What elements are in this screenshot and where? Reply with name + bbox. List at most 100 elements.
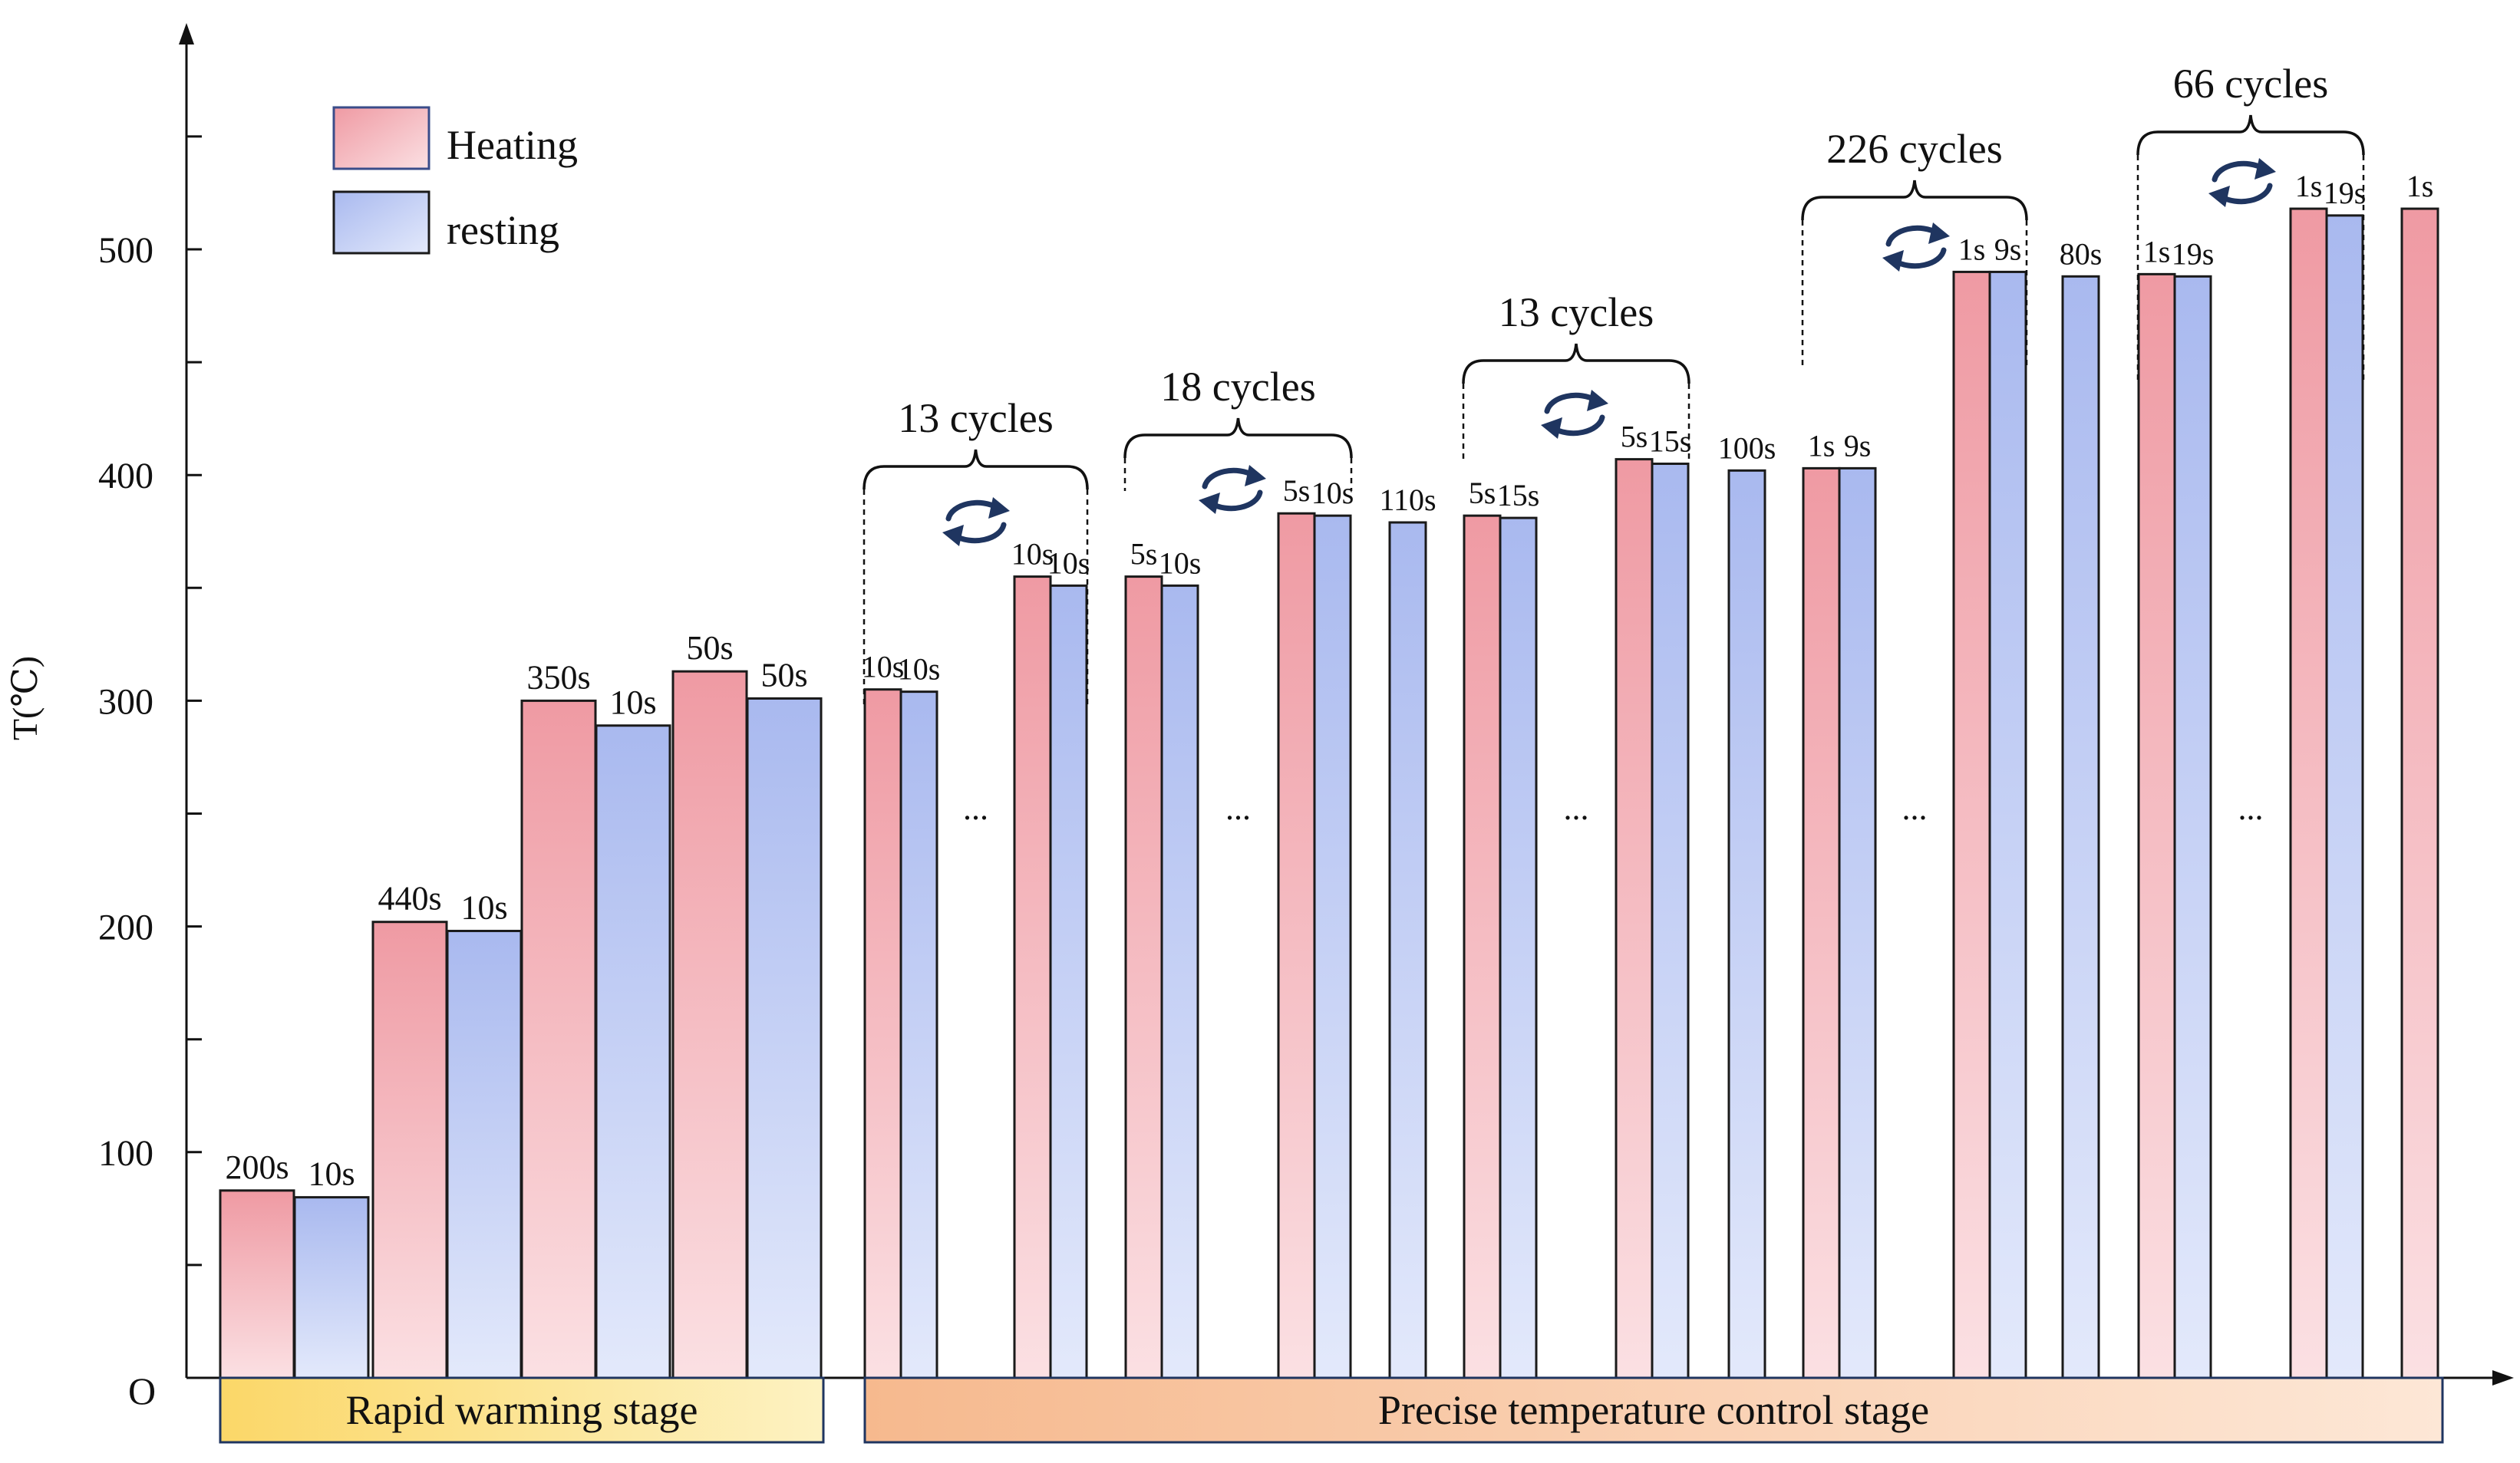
bar-duration-label: 110s [1379, 483, 1436, 517]
cycle-bracket [1462, 343, 1690, 384]
bar-duration-label: 5s [1283, 473, 1311, 508]
ellipsis-marker: ... [1564, 789, 1589, 827]
legend: Heating resting [332, 106, 578, 255]
bar-group: 19s [2324, 176, 2366, 1379]
bar-resting [595, 724, 671, 1379]
bar-group: 15s [1649, 423, 1692, 1379]
bar-duration-label: 10s [1159, 545, 1202, 580]
stage-band: Rapid warming stage [219, 1376, 825, 1444]
bar-duration-label: 50s [760, 656, 807, 694]
bar-group: 1s [1802, 428, 1841, 1379]
cycle-loop-icon-lower-arc [1208, 489, 1263, 512]
bar-group: 10s [1159, 545, 1202, 1379]
legend-label-resting: resting [447, 207, 559, 253]
stages-layer: Rapid warming stage Precise temperature c… [219, 1376, 2444, 1444]
cycle-loop-icon-lower-arc [1550, 414, 1605, 437]
bar-heating [2400, 207, 2439, 1379]
bar-duration-label: 80s [2060, 236, 2103, 271]
ellipsis-marker: ... [1225, 789, 1251, 827]
bar-heating [1277, 512, 1316, 1379]
cycle-loop-icon [1882, 222, 1950, 272]
cycle-loop-icon-lower-arc [2218, 183, 2273, 205]
cycle-loop-icon-upper-arc [1544, 392, 1599, 414]
y-tick-label: 300 [98, 681, 153, 722]
bar-group: 1s [2400, 169, 2439, 1379]
bar-heating [2137, 272, 2176, 1379]
bar-heating [520, 699, 597, 1379]
cycle-loop-icon [1541, 390, 1608, 439]
stage-rapid-warming [219, 1376, 825, 1444]
bar-group: 80s [2060, 236, 2103, 1379]
cycle-bracket [1801, 180, 2028, 221]
cycle-group: 66 cycles [2136, 61, 2365, 382]
cycle-loop-icon-lower-head [1882, 250, 1904, 272]
cycle-count-label: 66 cycles [2173, 61, 2328, 107]
stage-precise-control [863, 1376, 2444, 1444]
bar-duration-label: 10s [862, 650, 905, 684]
cycle-loop-icon-upper-head [1245, 465, 1266, 486]
stage-label: Precise temperature control stage [1378, 1387, 1929, 1433]
bar-duration-label: 1s [1958, 232, 1986, 266]
bar-duration-label: 15s [1649, 423, 1692, 458]
bar-group: 110s [1379, 483, 1436, 1379]
y-ticks-layer: 100 200 300 400 500 [98, 135, 202, 1267]
x-axis-arrow [2492, 1370, 2514, 1386]
cycle-count-label: 18 cycles [1160, 364, 1315, 410]
ellipsis-marker: ... [963, 789, 988, 827]
bar-group: 10s [1011, 537, 1054, 1379]
bar-duration-label: 10s [1047, 545, 1090, 580]
bar-heating [1463, 514, 1502, 1379]
bar-duration-label: 10s [609, 684, 656, 721]
cycle-loop-icon [2208, 158, 2276, 207]
bar-group: 5s [1124, 537, 1163, 1379]
cycle-count-label: 13 cycles [898, 395, 1053, 441]
bar-resting [293, 1196, 370, 1379]
legend-swatch-resting [332, 190, 430, 255]
bar-group: 50s [671, 629, 748, 1379]
origin-label: O [128, 1369, 156, 1412]
bar-group: 100s [1718, 430, 1776, 1379]
bar-duration-label: 1s [2406, 169, 2434, 203]
bar-duration-label: 1s [2295, 169, 2323, 203]
bar-duration-label: 19s [2172, 236, 2215, 271]
bar-duration-label: 10s [460, 888, 507, 926]
bar-group: 9s [1988, 232, 2027, 1379]
bar-resting [2173, 275, 2212, 1379]
y-axis-label: T(℃) [5, 656, 45, 740]
bar-heating [1615, 458, 1654, 1379]
cycle-group: 226 cycles [1801, 126, 2028, 367]
cycle-loop-icon-upper-arc [1202, 467, 1257, 489]
bar-duration-label: 5s [1469, 476, 1496, 510]
bar-group: 15s [1497, 478, 1539, 1379]
cycle-loop-icon-upper-head [988, 497, 1010, 519]
bar-heating [1802, 466, 1841, 1379]
y-tick-label: 400 [98, 456, 153, 496]
bar-resting [899, 690, 938, 1379]
y-tick-label: 500 [98, 230, 153, 271]
bar-group: 10s [1047, 545, 1090, 1379]
bar-group: 9s [1838, 428, 1877, 1379]
bar-resting [2325, 214, 2364, 1379]
cycle-loop-icon-lower-arc [952, 522, 1007, 544]
bar-heating [219, 1189, 295, 1379]
bar-resting [1988, 270, 2027, 1379]
cycle-loop-icon-upper-arc [2212, 160, 2267, 183]
cycle-bracket [2136, 114, 2365, 156]
bar-heating [1013, 575, 1052, 1379]
cycle-bracket [1123, 417, 1353, 459]
cycle-loop-icon-upper-arc [945, 499, 1001, 522]
bar-resting [1049, 584, 1088, 1379]
ellipsis-marker: ... [1902, 789, 1928, 827]
ellipsis-marker: ... [2238, 789, 2264, 827]
cycle-group: 18 cycles [1123, 364, 1353, 514]
bar-duration-label: 5s [1621, 420, 1648, 454]
bar-duration-label: 1s [2143, 234, 2171, 269]
bar-group: 10s [595, 684, 671, 1379]
cycle-loop-icon-lower-arc [1892, 247, 1947, 269]
bar-resting [446, 929, 523, 1379]
bar-resting [1838, 466, 1877, 1379]
bar-duration-label: 10s [1011, 537, 1054, 572]
